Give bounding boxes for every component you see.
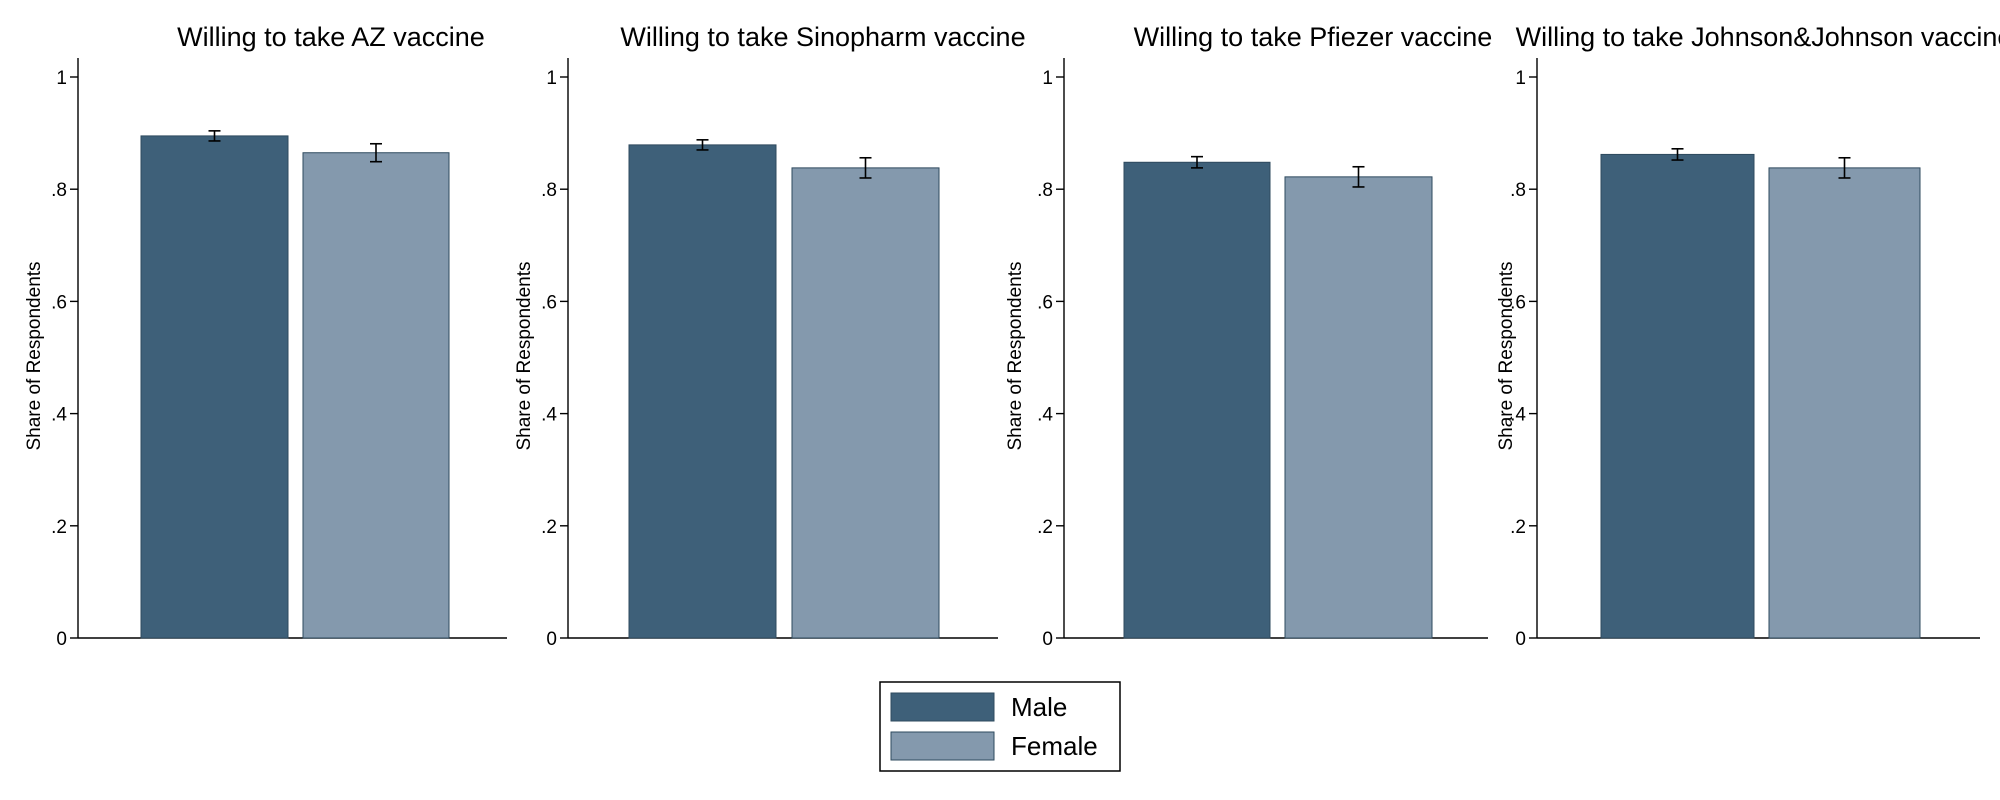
error-bar xyxy=(696,139,709,151)
legend: Male Female xyxy=(879,681,1121,772)
error-bar xyxy=(1671,148,1684,161)
y-tick-label: .4 xyxy=(1037,405,1053,426)
bar-female xyxy=(1284,176,1433,639)
y-tick-label: .2 xyxy=(51,517,67,538)
panel-2: Willing to take Sinopharm vaccine Share o… xyxy=(514,22,1026,650)
y-tick-label: .4 xyxy=(541,405,557,426)
y-tick-label: .2 xyxy=(1037,517,1053,538)
error-bar xyxy=(208,130,221,142)
bar-female xyxy=(302,152,450,639)
panel-1: Willing to take AZ vaccine Share of Respo… xyxy=(24,22,507,650)
y-tick-label: 0 xyxy=(546,629,557,650)
legend-swatch-male xyxy=(890,692,995,722)
legend-label-female: Female xyxy=(1011,731,1098,761)
y-tick-label: 1 xyxy=(546,68,557,89)
y-tick-label: .6 xyxy=(1037,292,1053,313)
y-axis-label: Share of Respondents xyxy=(514,261,535,450)
panel-title: Willing to take AZ vaccine xyxy=(177,22,485,52)
y-tick-label: .4 xyxy=(1510,405,1526,426)
y-tick-label: .4 xyxy=(51,405,67,426)
error-bar xyxy=(1191,155,1203,169)
error-bar xyxy=(370,142,382,163)
legend-swatch-female xyxy=(890,731,995,761)
y-tick-label: .2 xyxy=(541,517,557,538)
legend-label-male: Male xyxy=(1011,692,1067,722)
panel-title: Willing to take Pfiezer vaccine xyxy=(1134,22,1493,52)
y-tick-label: 0 xyxy=(1042,629,1053,650)
y-tick-label: 1 xyxy=(1515,68,1526,89)
y-tick-label: .8 xyxy=(541,180,557,201)
y-tick-label: 1 xyxy=(56,68,67,89)
bar-female xyxy=(791,167,940,639)
error-bar xyxy=(1352,165,1365,188)
y-tick-label: .2 xyxy=(1510,517,1526,538)
bar-male xyxy=(140,135,289,639)
bar-male xyxy=(1123,161,1271,639)
y-tick-label: .8 xyxy=(51,180,67,201)
error-bar xyxy=(1838,156,1851,179)
y-tick-label: .6 xyxy=(1510,292,1526,313)
y-axis-label: Share of Respondents xyxy=(24,261,45,450)
bar-female xyxy=(1768,167,1921,639)
y-tick-label: .6 xyxy=(51,292,67,313)
panel-4: Willing to take Johnson&Johnson vaccine S… xyxy=(1496,22,2000,650)
y-tick-label: 1 xyxy=(1042,68,1053,89)
y-tick-label: .8 xyxy=(1510,180,1526,201)
y-tick-label: 0 xyxy=(1515,629,1526,650)
y-tick-label: 0 xyxy=(56,629,67,650)
panel-3: Willing to take Pfiezer vaccine Share of … xyxy=(1005,22,1492,650)
panel-title: Willing to take Sinopharm vaccine xyxy=(620,22,1025,52)
bar-male xyxy=(1600,153,1755,639)
y-axis-label: Share of Respondents xyxy=(1005,261,1026,450)
y-axis-label: Share of Respondents xyxy=(1496,261,1517,450)
y-tick-label: .6 xyxy=(541,292,557,313)
bar-male xyxy=(628,144,777,639)
panel-title: Willing to take Johnson&Johnson vaccine xyxy=(1516,22,2000,52)
y-tick-label: .8 xyxy=(1037,180,1053,201)
error-bar xyxy=(859,156,872,179)
